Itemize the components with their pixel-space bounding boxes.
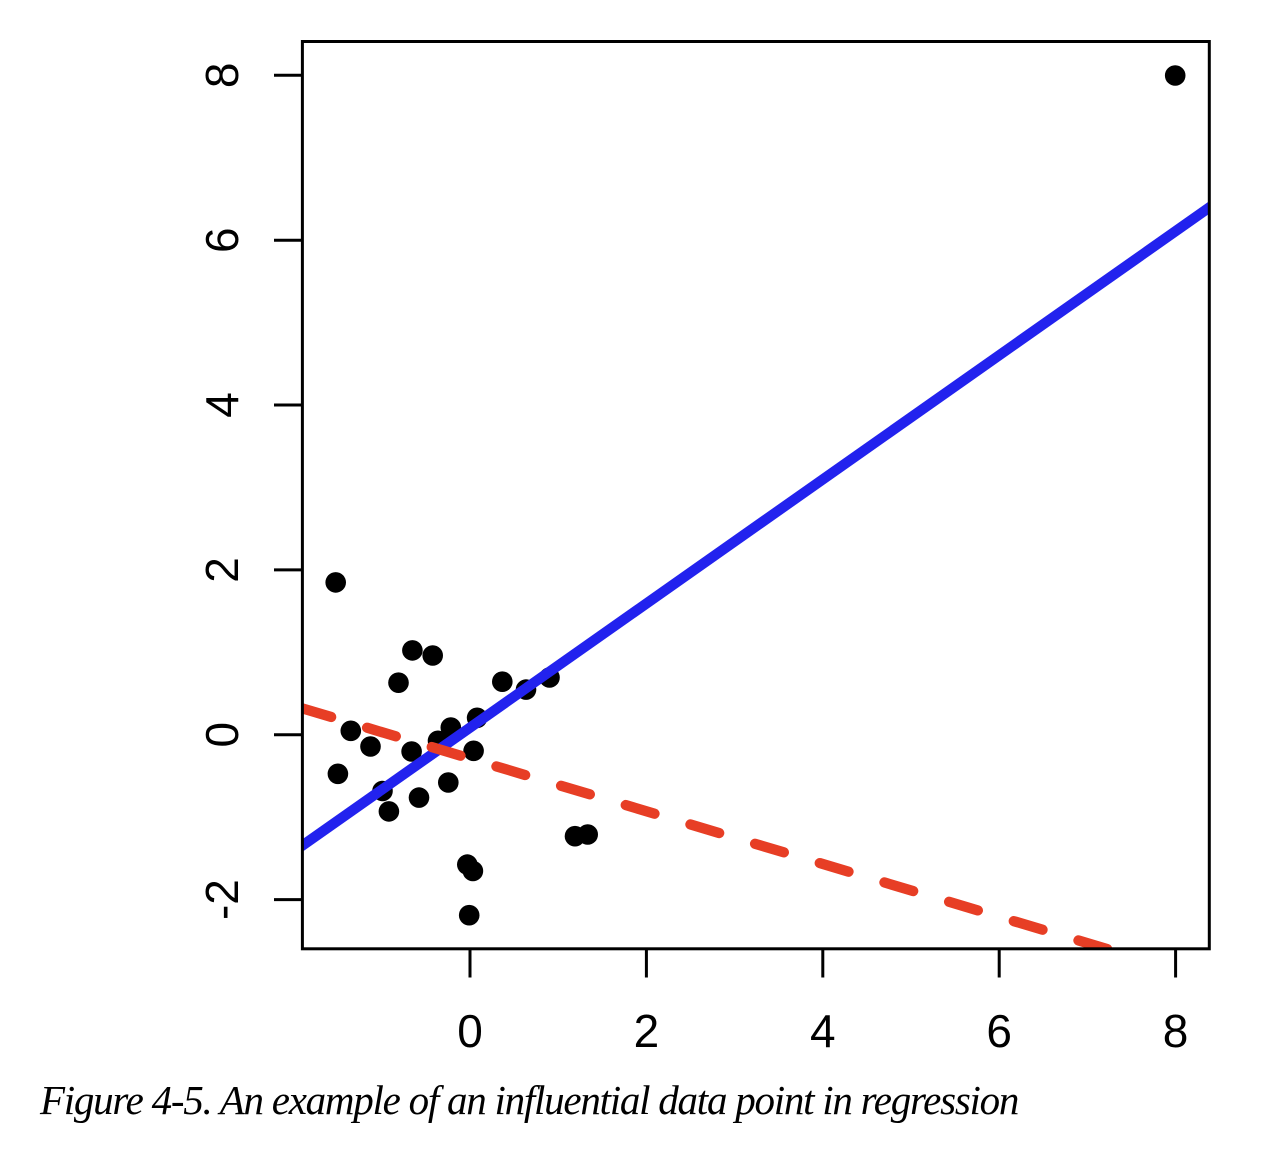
svg-text:Figure 4-5. An example of an i: Figure 4-5. An example of an influential… [39, 1077, 1018, 1123]
svg-text:2: 2 [634, 1005, 660, 1057]
svg-text:6: 6 [986, 1005, 1012, 1057]
svg-text:6: 6 [196, 227, 248, 253]
svg-text:4: 4 [810, 1005, 836, 1057]
svg-text:2: 2 [196, 557, 248, 583]
svg-text:4: 4 [196, 392, 248, 418]
svg-text:8: 8 [1163, 1005, 1189, 1057]
svg-text:0: 0 [196, 722, 248, 748]
svg-text:-2: -2 [196, 879, 248, 920]
svg-text:0: 0 [457, 1005, 483, 1057]
svg-text:8: 8 [196, 63, 248, 89]
